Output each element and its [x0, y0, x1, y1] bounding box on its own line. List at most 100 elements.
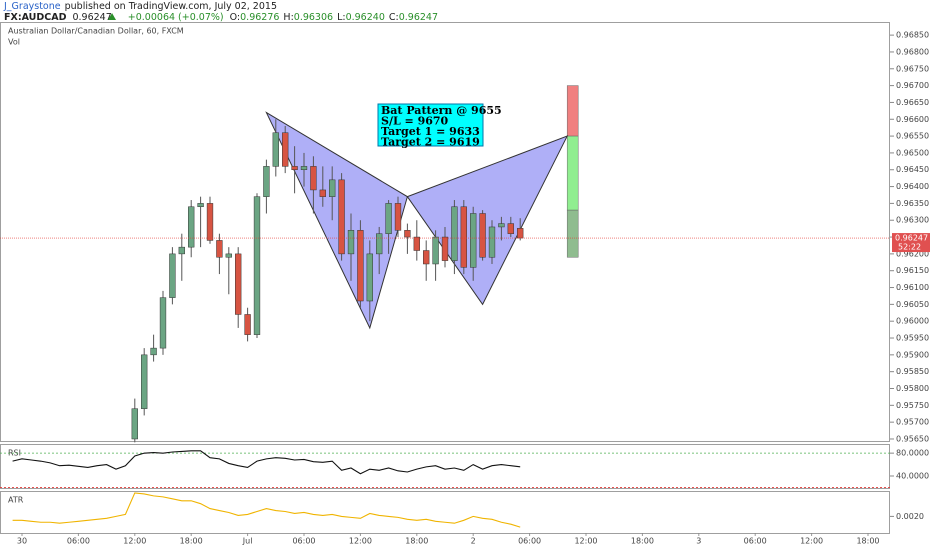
low-value: 0.96240: [346, 12, 385, 23]
x-tick-label: 12:00: [574, 537, 597, 546]
publish-line: J_Graystone published on TradingView.com,…: [3, 1, 277, 12]
published: published on TradingView.com, July 02, 2…: [65, 1, 277, 12]
candle-body: [300, 166, 308, 170]
annotation-text: Bat Pattern @ 9655: [381, 104, 502, 117]
x-tick-label: 12:00: [800, 537, 823, 546]
candle-body: [235, 253, 242, 315]
candle-body: [188, 206, 195, 248]
x-tick-label: 18:00: [180, 537, 203, 546]
panel-frame: [0, 22, 890, 442]
candle-body: [338, 179, 345, 255]
level-box: [566, 85, 579, 137]
candle-body: [413, 236, 420, 251]
price-badge-label: 0.96247: [895, 234, 928, 243]
level-box: [566, 209, 579, 258]
x-tick-label: 06:00: [67, 537, 90, 546]
y-tick-label: 0.95700: [896, 418, 929, 427]
panel-title: Australian Dollar/Canadian Dollar, 60, F…: [8, 27, 184, 36]
candle-body: [206, 203, 214, 241]
panel-title: ATR: [8, 496, 24, 505]
candle-body: [253, 196, 261, 335]
y-tick-label: 0.95750: [896, 401, 929, 410]
close-value: 0.96247: [399, 12, 438, 23]
y-tick-label: 0.0020: [896, 512, 924, 521]
annotation-text: S/L = 9670: [381, 115, 449, 128]
y-tick-label: 0.96200: [896, 249, 929, 258]
y-tick-label: 0.96050: [896, 300, 929, 309]
x-tick-label: 3: [696, 537, 701, 546]
candle-body: [498, 223, 505, 228]
candle-body: [329, 179, 336, 197]
candle-body: [319, 189, 326, 197]
y-tick-label: 80.0000: [896, 449, 929, 458]
candle-body: [357, 230, 364, 302]
y-tick-label: 0.96850: [896, 31, 929, 40]
last-price: 0.96247: [72, 12, 111, 23]
candle-body: [376, 233, 383, 255]
indicator-line: [12, 450, 521, 475]
quote-line: FX:AUDCAD 0.96247 +0.00064 (+0.07%) O:0.962…: [4, 12, 438, 23]
panel-title: RSI: [8, 449, 21, 458]
high-value: 0.96306: [294, 12, 333, 23]
high-label: H:: [283, 12, 293, 23]
indicator-line: [12, 492, 521, 528]
candle-body: [470, 213, 477, 268]
low-label: L:: [337, 12, 346, 23]
y-tick-label: 0.96300: [896, 216, 929, 225]
candle-body: [244, 314, 251, 335]
panel-frame: [0, 491, 890, 534]
candle-body: [441, 236, 449, 261]
candle-body: [216, 240, 223, 258]
price-badge: [892, 233, 930, 253]
y-tick-label: 0.96800: [896, 47, 929, 56]
x-tick-label: 06:00: [744, 537, 767, 546]
candle-body: [310, 166, 317, 191]
candle-body: [263, 166, 270, 197]
candle-body: [169, 253, 176, 298]
candle-body: [432, 236, 439, 265]
candle-body: [517, 228, 524, 239]
candle-body: [460, 206, 467, 268]
level-box: [566, 135, 579, 211]
candle-body: [366, 253, 373, 302]
x-tick-label: 2: [471, 537, 476, 546]
countdown: 52:22: [898, 243, 921, 252]
annotation-text: Target 1 = 9633: [381, 125, 480, 138]
x-tick-label: 18:00: [631, 537, 654, 546]
x-tick-label: 06:00: [292, 537, 315, 546]
y-tick-label: 0.96600: [896, 115, 929, 124]
y-tick-label: 0.95650: [896, 434, 929, 443]
x-tick-label: 12:00: [123, 537, 146, 546]
y-tick-label: 0.96450: [896, 165, 929, 174]
y-tick-label: 0.96100: [896, 283, 929, 292]
y-tick-label: 0.95900: [896, 350, 929, 359]
author[interactable]: J_Graystone: [3, 1, 61, 12]
up-arrow: [108, 13, 116, 20]
y-tick-label: 0.96150: [896, 266, 929, 275]
y-tick-label: 0.96700: [896, 81, 929, 90]
y-tick-label: 0.95850: [896, 367, 929, 376]
y-tick-label: 0.96350: [896, 199, 929, 208]
open-value: 0.96276: [240, 12, 279, 23]
candle-body: [272, 132, 279, 167]
candle-body: [282, 132, 289, 167]
y-tick-label: 0.96650: [896, 98, 929, 107]
x-tick-label: Jul: [242, 537, 253, 546]
candle-body: [479, 213, 486, 258]
x-tick-label: 12:00: [349, 537, 372, 546]
candle-body: [507, 223, 514, 234]
y-tick-label: 0.95950: [896, 334, 929, 343]
candle-body: [385, 203, 392, 234]
y-tick-label: 0.95800: [896, 384, 929, 393]
y-tick-label: 0.96000: [896, 317, 929, 326]
candle-body: [423, 250, 430, 265]
x-tick-label: 06:00: [518, 537, 541, 546]
candle-body: [347, 230, 355, 255]
candle-body: [178, 246, 185, 255]
candle-body: [291, 166, 298, 170]
chart-subtitle: Vol: [8, 38, 20, 47]
candle-body: [150, 347, 157, 356]
close-label: C:: [389, 12, 399, 23]
x-tick-label: 30: [17, 537, 27, 546]
x-tick-label: 18:00: [856, 537, 879, 546]
